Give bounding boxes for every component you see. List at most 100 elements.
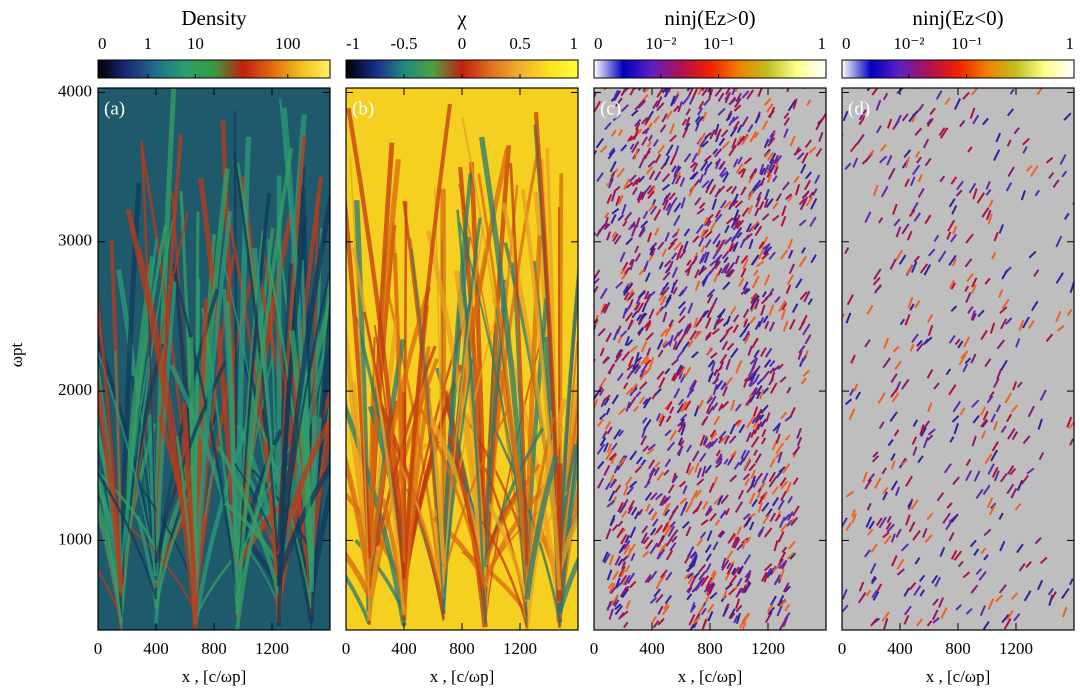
- texture: [883, 337, 890, 349]
- texture: [724, 91, 731, 104]
- texture: [890, 460, 896, 470]
- x-tick-label: 400: [887, 639, 913, 658]
- texture: [894, 360, 902, 370]
- texture: [745, 397, 753, 406]
- texture: [620, 569, 626, 578]
- texture: [799, 355, 807, 365]
- texture: [678, 249, 687, 259]
- texture: [709, 429, 717, 438]
- texture: [668, 319, 674, 328]
- texture: [626, 364, 634, 371]
- texture: [786, 274, 795, 285]
- texture: [1068, 578, 1074, 586]
- texture: [693, 330, 702, 340]
- texture: [739, 329, 747, 338]
- heatmap-background: [594, 88, 826, 630]
- texture: [708, 482, 715, 494]
- texture: [670, 252, 678, 260]
- texture: [737, 156, 743, 165]
- texture: [617, 520, 624, 527]
- texture: [703, 98, 711, 107]
- texture: [789, 518, 795, 525]
- texture: [722, 330, 730, 340]
- texture: [665, 144, 674, 157]
- texture: [733, 461, 741, 470]
- texture: [609, 587, 616, 595]
- texture: [1013, 126, 1020, 135]
- texture: [792, 505, 800, 517]
- texture: [673, 241, 682, 251]
- texture: [619, 268, 626, 276]
- texture: [732, 158, 739, 168]
- texture: [721, 559, 730, 571]
- texture: [582, 223, 589, 232]
- texture: [784, 612, 791, 621]
- texture: [120, 218, 174, 630]
- texture: [585, 265, 590, 272]
- texture: [753, 349, 760, 359]
- texture: [634, 118, 642, 127]
- texture: [768, 133, 775, 144]
- texture: [615, 281, 624, 289]
- texture: [707, 611, 714, 622]
- texture: [757, 248, 765, 260]
- texture: [725, 507, 730, 516]
- texture: [704, 584, 710, 592]
- texture: [1000, 425, 1007, 434]
- texture: [796, 152, 805, 161]
- texture: [969, 539, 977, 548]
- chart-title: χ: [456, 6, 467, 30]
- texture: [741, 584, 748, 594]
- texture: [783, 112, 790, 120]
- texture: [641, 116, 649, 125]
- texture: [1007, 428, 1016, 440]
- texture: [667, 484, 675, 494]
- x-tick-label: 0: [590, 639, 599, 658]
- texture: [613, 599, 620, 608]
- texture: [683, 228, 691, 237]
- texture: [771, 486, 779, 495]
- texture: [642, 210, 649, 220]
- texture: [615, 97, 623, 107]
- texture: [655, 593, 664, 604]
- texture: [889, 411, 898, 423]
- texture: [1007, 166, 1015, 178]
- texture: [636, 314, 642, 322]
- texture: [686, 593, 693, 601]
- texture: [754, 365, 761, 374]
- texture: [760, 437, 767, 445]
- texture: [763, 97, 772, 107]
- texture: [666, 88, 672, 95]
- texture: [745, 223, 753, 233]
- texture: [728, 587, 736, 596]
- texture: [735, 612, 741, 624]
- texture: [944, 97, 951, 106]
- texture: [742, 333, 751, 342]
- texture: [796, 436, 803, 447]
- texture: [1048, 172, 1055, 180]
- texture: [875, 517, 883, 527]
- texture: [610, 190, 616, 202]
- texture: [998, 289, 1004, 298]
- texture: [631, 310, 638, 319]
- texture: [288, 330, 315, 562]
- texture: [620, 144, 628, 152]
- texture: [715, 254, 723, 261]
- texture: [759, 163, 765, 175]
- texture: [775, 469, 784, 479]
- texture: [731, 199, 739, 207]
- texture: [916, 156, 922, 164]
- texture: [608, 365, 614, 375]
- texture: [730, 306, 737, 316]
- texture: [640, 190, 647, 201]
- texture: [879, 155, 888, 164]
- texture: [442, 405, 512, 579]
- texture: [864, 211, 872, 223]
- texture: [781, 205, 787, 217]
- texture: [629, 580, 637, 589]
- texture: [621, 561, 627, 570]
- texture: [651, 511, 658, 521]
- texture: [741, 539, 747, 550]
- texture: [866, 502, 872, 511]
- texture: [767, 136, 776, 147]
